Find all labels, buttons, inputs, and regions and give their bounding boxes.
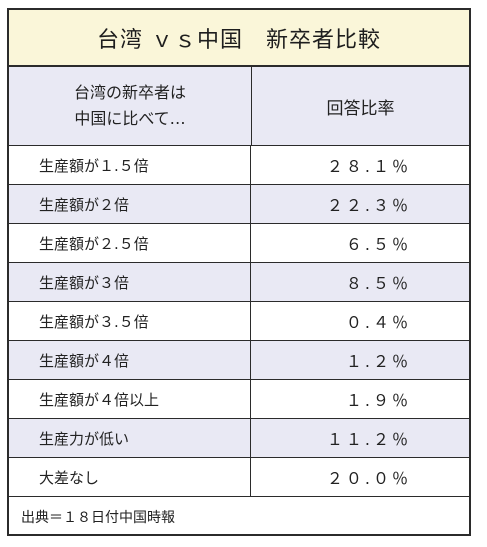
row-label: 生産力が低い bbox=[9, 419, 251, 457]
row-value: ０.４％ bbox=[345, 313, 411, 332]
row-value: ２８.１％ bbox=[326, 157, 411, 176]
row-value: ２０.０％ bbox=[326, 469, 411, 488]
row-label: 生産額が４倍以上 bbox=[9, 380, 251, 418]
header-question: 台湾の新卒者は 中国に比べて… bbox=[9, 67, 252, 145]
table-row: 大差なし ２０.０％ bbox=[9, 458, 469, 497]
table-row: 生産額が１.５倍 ２８.１％ bbox=[9, 146, 469, 185]
row-value: ８.５％ bbox=[345, 274, 411, 293]
table-row: 生産額が４倍以上 １.９％ bbox=[9, 380, 469, 419]
row-label: 生産額が３倍 bbox=[9, 263, 251, 301]
row-label: 生産額が２.５倍 bbox=[9, 224, 251, 262]
row-label: 生産額が１.５倍 bbox=[9, 146, 251, 184]
table-body: 生産額が１.５倍 ２８.１％ 生産額が２倍 ２２.３％ 生産額が２.５倍 ６.５… bbox=[9, 146, 469, 497]
row-value: １１.２％ bbox=[326, 430, 411, 449]
row-label: 生産額が４倍 bbox=[9, 341, 251, 379]
table-header: 台湾の新卒者は 中国に比べて… 回答比率 bbox=[9, 67, 469, 146]
row-value: ６.５％ bbox=[345, 235, 411, 254]
table-row: 生産額が２倍 ２２.３％ bbox=[9, 185, 469, 224]
table-row: 生産額が３倍 ８.５％ bbox=[9, 263, 469, 302]
row-label: 生産額が３.５倍 bbox=[9, 302, 251, 340]
header-question-line1: 台湾の新卒者は bbox=[73, 83, 186, 102]
header-question-line2: 中国に比べて… bbox=[74, 109, 186, 128]
table-row: 生産額が４倍 １.２％ bbox=[9, 341, 469, 380]
table-title: 台湾 ｖｓ中国 新卒者比較 bbox=[9, 10, 469, 67]
table-row: 生産額が２.５倍 ６.５％ bbox=[9, 224, 469, 263]
source-note: 出典＝１８日付中国時報 bbox=[9, 499, 469, 534]
row-value: ２２.３％ bbox=[326, 196, 411, 215]
table-row: 生産力が低い １１.２％ bbox=[9, 419, 469, 458]
row-label: 生産額が２倍 bbox=[9, 185, 251, 223]
row-value: １.２％ bbox=[345, 352, 411, 371]
row-label: 大差なし bbox=[9, 458, 251, 496]
table-row: 生産額が３.５倍 ０.４％ bbox=[9, 302, 469, 341]
header-answer-ratio: 回答比率 bbox=[326, 98, 395, 119]
row-value: １.９％ bbox=[345, 391, 411, 410]
comparison-table: 台湾 ｖｓ中国 新卒者比較 台湾の新卒者は 中国に比べて… 回答比率 生産額が１… bbox=[7, 8, 471, 536]
